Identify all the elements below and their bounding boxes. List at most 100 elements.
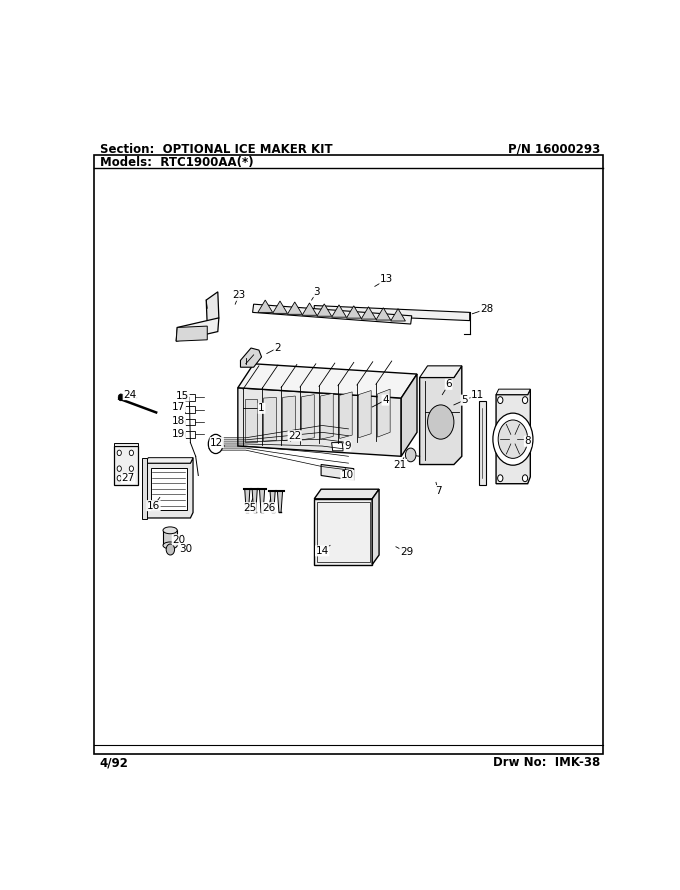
Polygon shape bbox=[114, 442, 137, 446]
Text: 19: 19 bbox=[172, 429, 186, 440]
Bar bbox=[185, 406, 194, 413]
Text: 9: 9 bbox=[344, 441, 351, 451]
Polygon shape bbox=[317, 303, 332, 316]
Polygon shape bbox=[238, 388, 401, 457]
Text: P/N 16000293: P/N 16000293 bbox=[508, 142, 600, 156]
Text: 21: 21 bbox=[394, 459, 407, 470]
Polygon shape bbox=[258, 300, 273, 312]
Bar bbox=[185, 418, 194, 425]
Text: 4: 4 bbox=[382, 395, 389, 405]
Text: 25: 25 bbox=[243, 503, 256, 513]
Circle shape bbox=[522, 474, 528, 481]
Polygon shape bbox=[321, 465, 354, 481]
Polygon shape bbox=[420, 366, 462, 465]
Text: 10: 10 bbox=[341, 471, 354, 481]
Text: 28: 28 bbox=[480, 304, 493, 314]
Polygon shape bbox=[377, 389, 390, 437]
Bar bbox=[185, 431, 194, 438]
Text: Drw No:  IMK-38: Drw No: IMK-38 bbox=[492, 756, 600, 769]
Circle shape bbox=[129, 450, 133, 456]
Polygon shape bbox=[479, 401, 486, 485]
Ellipse shape bbox=[163, 542, 177, 549]
Polygon shape bbox=[176, 326, 207, 341]
Polygon shape bbox=[238, 364, 417, 398]
Polygon shape bbox=[283, 396, 295, 441]
Polygon shape bbox=[264, 397, 276, 441]
Text: Section:  OPTIONAL ICE MAKER KIT: Section: OPTIONAL ICE MAKER KIT bbox=[100, 142, 333, 156]
Polygon shape bbox=[346, 306, 361, 318]
Polygon shape bbox=[277, 490, 283, 513]
Polygon shape bbox=[273, 301, 288, 313]
Text: 24: 24 bbox=[123, 390, 137, 400]
Circle shape bbox=[522, 397, 528, 403]
Text: 8: 8 bbox=[524, 436, 531, 446]
Polygon shape bbox=[314, 498, 372, 564]
Circle shape bbox=[208, 434, 223, 454]
Polygon shape bbox=[252, 489, 257, 513]
Circle shape bbox=[117, 450, 121, 456]
Text: 27: 27 bbox=[122, 473, 135, 483]
Polygon shape bbox=[339, 392, 352, 439]
Polygon shape bbox=[270, 490, 275, 513]
Text: 13: 13 bbox=[380, 274, 393, 285]
Circle shape bbox=[498, 474, 503, 481]
Circle shape bbox=[428, 405, 454, 439]
Polygon shape bbox=[314, 305, 470, 320]
Polygon shape bbox=[114, 446, 137, 485]
Circle shape bbox=[129, 475, 133, 481]
Text: 2: 2 bbox=[274, 343, 281, 353]
Polygon shape bbox=[376, 308, 390, 320]
Polygon shape bbox=[320, 393, 333, 439]
Text: 1: 1 bbox=[258, 403, 265, 413]
Polygon shape bbox=[206, 292, 219, 326]
Text: 16: 16 bbox=[147, 501, 160, 511]
Ellipse shape bbox=[163, 527, 177, 534]
Polygon shape bbox=[163, 530, 177, 546]
Polygon shape bbox=[288, 302, 302, 314]
Polygon shape bbox=[245, 399, 257, 442]
Text: 17: 17 bbox=[172, 402, 186, 412]
Circle shape bbox=[498, 420, 528, 458]
Polygon shape bbox=[241, 348, 262, 368]
Text: 5: 5 bbox=[461, 395, 468, 405]
Polygon shape bbox=[302, 394, 314, 440]
Circle shape bbox=[117, 465, 121, 472]
Polygon shape bbox=[176, 318, 219, 341]
Text: 6: 6 bbox=[445, 379, 452, 389]
Circle shape bbox=[498, 397, 503, 403]
Text: 15: 15 bbox=[176, 391, 189, 401]
Polygon shape bbox=[260, 489, 265, 513]
Polygon shape bbox=[142, 457, 147, 520]
Polygon shape bbox=[314, 490, 379, 498]
Text: 3: 3 bbox=[313, 287, 320, 297]
Polygon shape bbox=[496, 389, 530, 394]
Text: 14: 14 bbox=[316, 546, 328, 556]
Polygon shape bbox=[146, 457, 193, 518]
Polygon shape bbox=[151, 468, 187, 510]
Text: 23: 23 bbox=[233, 290, 245, 300]
Polygon shape bbox=[332, 442, 343, 451]
Text: 18: 18 bbox=[172, 416, 186, 425]
Polygon shape bbox=[401, 374, 417, 457]
Polygon shape bbox=[252, 304, 412, 324]
Polygon shape bbox=[146, 457, 193, 463]
Text: 22: 22 bbox=[288, 431, 301, 441]
Polygon shape bbox=[420, 366, 462, 377]
Circle shape bbox=[405, 448, 416, 462]
Bar bbox=[95, 155, 602, 755]
Polygon shape bbox=[361, 307, 376, 320]
Text: Models:  RTC1900AA(*): Models: RTC1900AA(*) bbox=[100, 157, 254, 169]
Polygon shape bbox=[302, 303, 317, 315]
Circle shape bbox=[129, 465, 133, 472]
Bar bbox=[185, 394, 194, 400]
Text: 29: 29 bbox=[400, 547, 413, 557]
Circle shape bbox=[493, 413, 533, 465]
Text: 30: 30 bbox=[180, 544, 192, 554]
Text: 20: 20 bbox=[172, 535, 186, 545]
Text: 26: 26 bbox=[262, 503, 275, 513]
Polygon shape bbox=[390, 309, 405, 321]
Polygon shape bbox=[496, 389, 530, 483]
Text: 11: 11 bbox=[471, 390, 484, 400]
Polygon shape bbox=[372, 490, 379, 564]
Bar bbox=[317, 502, 370, 562]
